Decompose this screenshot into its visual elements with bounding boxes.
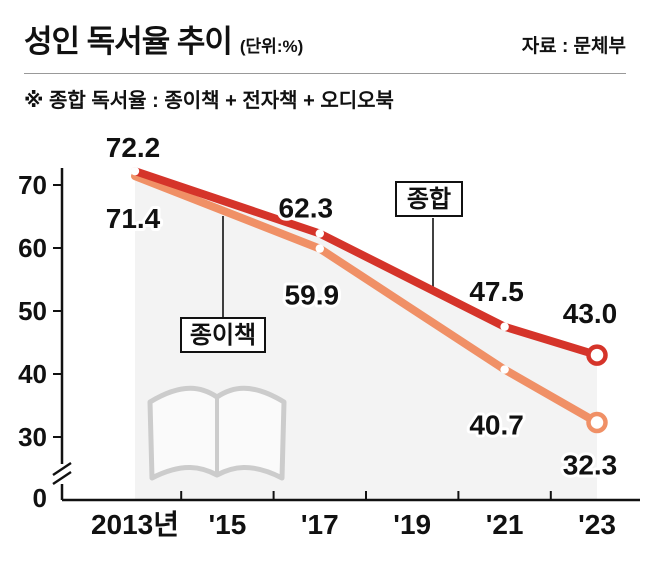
unit-label: (단위:%)	[239, 37, 304, 56]
x-tick-label: '17	[301, 509, 339, 540]
title-row: 성인 독서율 추이 (단위:%) 자료 : 문체부	[24, 16, 626, 61]
data-label: 71.4	[106, 203, 161, 234]
header-divider	[24, 73, 626, 74]
x-tick-label: '23	[578, 509, 616, 540]
source-label: 자료 : 문체부	[521, 36, 626, 57]
chart-line-series-0	[131, 167, 601, 360]
data-label: 32.3	[563, 450, 618, 481]
y-tick-label: 50	[18, 296, 47, 326]
endpoint-marker	[586, 344, 608, 366]
data-label: 72.2	[106, 132, 161, 163]
point-marker	[315, 244, 324, 253]
y-tick-label: 40	[18, 359, 47, 389]
point-marker	[130, 166, 140, 176]
y-tick-label: 70	[18, 170, 47, 200]
axis-break-slash	[52, 462, 72, 476]
y-tick-label: 60	[18, 233, 47, 263]
x-tick-label: '15	[208, 509, 246, 540]
endpoint-marker	[586, 411, 608, 434]
series-label-box	[180, 317, 266, 353]
series-label: 종이책	[190, 322, 256, 349]
data-label: 40.7	[469, 410, 524, 441]
data-label: 47.5	[469, 276, 524, 307]
data-label: 59.9	[285, 280, 340, 311]
note-text: ※ 종합 독서율 : 종이책 + 전자책 + 오디오북	[24, 90, 394, 112]
point-marker	[315, 229, 324, 238]
data-label: 62.3	[279, 193, 334, 224]
y-zero-label: 0	[33, 483, 47, 513]
page-title: 성인 독서율 추이	[24, 24, 233, 59]
axis-break-mask	[50, 464, 74, 484]
series-label-box	[395, 181, 463, 217]
chart-line-series-1	[131, 172, 601, 427]
axis-break-slash	[52, 471, 72, 485]
x-tick-label: '21	[486, 509, 524, 540]
x-tick-label: 2013년	[91, 509, 179, 540]
point-marker	[500, 365, 509, 374]
x-tick-label: '19	[393, 509, 431, 540]
y-tick-label: 30	[18, 422, 47, 452]
data-label: 43.0	[563, 298, 618, 329]
chart-header: 성인 독서율 추이 (단위:%) 자료 : 문체부 ※ 종합 독서율 : 종이책…	[0, 0, 650, 130]
point-marker	[500, 322, 509, 331]
series-label: 종합	[407, 186, 451, 213]
